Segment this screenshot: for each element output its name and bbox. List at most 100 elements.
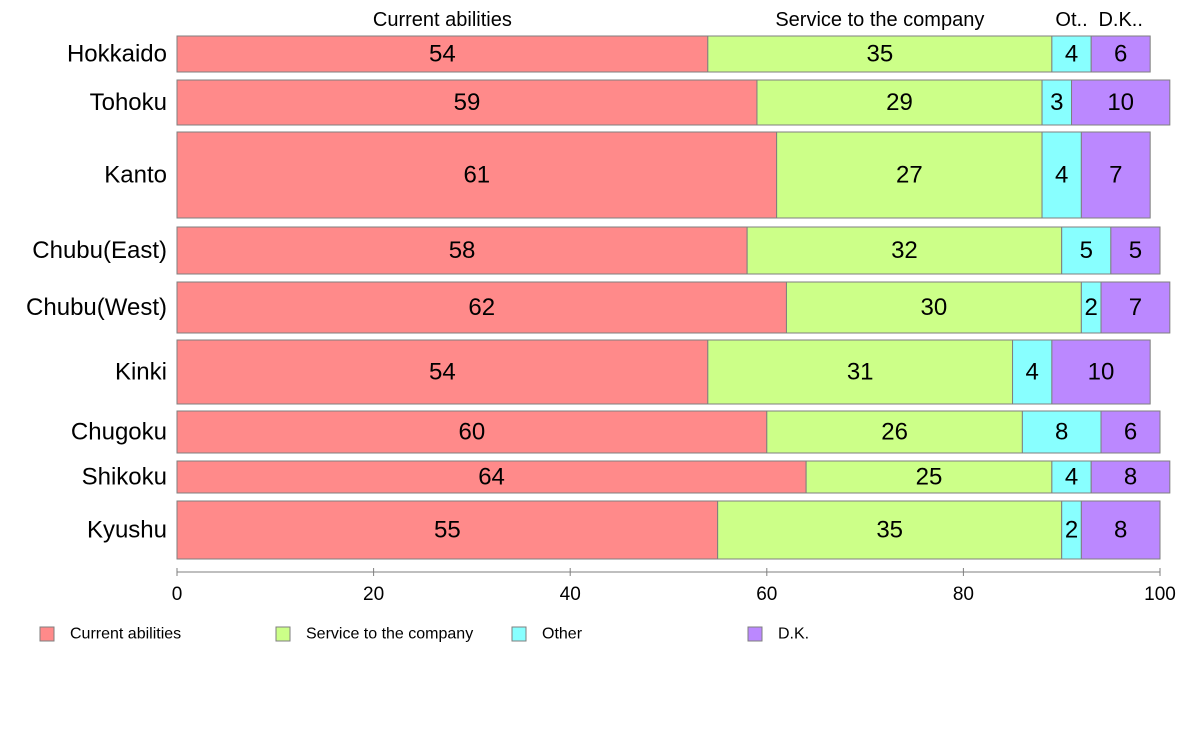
data-label: 29 [886,89,913,116]
bar-segment [785,281,1082,334]
bar-segment [176,79,758,126]
bar-segment [1071,79,1171,126]
data-label: 4 [1026,359,1039,386]
legend-item: D.K. [747,626,809,643]
x-tick-label: 100 [1144,584,1176,605]
data-label: 54 [429,359,456,386]
category-label: Chugoku [71,419,167,446]
legend-swatch [39,626,55,642]
bar-segment [1041,79,1073,126]
data-label: 2 [1065,517,1078,544]
bar-segment [1012,339,1053,405]
bar-segment [1100,281,1171,334]
bar-segment [176,35,709,73]
category-label: Kanto [104,162,167,189]
bar-segment [1110,226,1161,275]
data-label: 7 [1109,162,1122,189]
legend-item: Service to the company [275,626,473,643]
bar-segment [1051,35,1092,73]
data-label: 5 [1129,237,1142,264]
data-label: 4 [1065,41,1078,68]
legend: Current abilities Service to the company O… [39,626,809,643]
data-label: 61 [463,162,490,189]
bar-segment [805,460,1053,494]
bar-row: 55 35 2 8 [176,500,1161,560]
data-label: 8 [1114,517,1127,544]
bar-segment [176,281,787,334]
data-label: 64 [478,464,505,491]
bar-segment [1021,410,1102,454]
category-label: Kyushu [87,517,167,544]
data-label: 62 [468,294,495,321]
data-label: 7 [1129,294,1142,321]
bar-segment [776,131,1043,219]
bar-segment [717,500,1063,560]
category-labels: Hokkaido Tohoku Kanto Chubu(East) Chubu(West… [26,41,167,544]
category-label: Shikoku [82,464,167,491]
bar-row: 59 29 3 10 [176,79,1171,126]
x-axis: 0 20 40 60 80 100 [172,568,1176,605]
bar-row: 61 27 4 7 [176,131,1151,219]
legend-label: D.K. [778,626,809,643]
data-label: 6 [1124,419,1137,446]
category-label: Hokkaido [67,41,167,68]
bar-segment [1080,500,1161,560]
x-tick-label: 40 [560,584,581,605]
data-label: 5 [1080,237,1093,264]
data-label: 35 [866,41,893,68]
data-label: 8 [1055,419,1068,446]
column-header-label: Service to the company [775,9,984,31]
data-label: 54 [429,41,456,68]
data-label: 4 [1055,162,1068,189]
category-label: Tohoku [90,89,167,116]
legend-item: Current abilities [39,626,181,643]
data-label: 10 [1107,89,1134,116]
column-header-label: D.K.. [1098,9,1142,31]
bar-segment [176,226,748,275]
data-label: 58 [449,237,476,264]
data-label: 32 [891,237,918,264]
bar-segment [1080,131,1151,219]
data-label: 30 [921,294,948,321]
column-header-labels: Current abilities Service to the company O… [373,9,1143,31]
data-label: 59 [454,89,481,116]
legend-item: Other [511,626,583,643]
data-label: 25 [916,464,943,491]
bar-segment [176,410,768,454]
bar-segment [1090,460,1171,494]
data-label: 55 [434,517,461,544]
data-label: 8 [1124,464,1137,491]
data-label: 26 [881,419,908,446]
legend-label: Service to the company [306,626,473,643]
legend-label: Current abilities [70,626,181,643]
bar-row: 58 32 5 5 [176,226,1161,275]
legend-swatch [511,626,527,642]
bar-segment [707,35,1053,73]
bar-segment [746,226,1063,275]
x-tick-label: 80 [953,584,974,605]
bar-segment [176,131,778,219]
bar-segment [766,410,1023,454]
legend-label: Other [542,626,583,643]
bar-segment [1051,339,1151,405]
bar-segment [1090,35,1151,73]
data-label: 35 [876,517,903,544]
bar-segment [176,339,709,405]
data-label: 60 [459,419,486,446]
bar-segment [1100,410,1161,454]
category-label: Chubu(East) [32,237,167,264]
data-label: 4 [1065,464,1078,491]
bar-segment [756,79,1043,126]
category-label: Chubu(West) [26,294,167,321]
legend-swatch [747,626,763,642]
column-header-label: Current abilities [373,9,512,31]
bar-row: 64 25 4 8 [176,460,1171,494]
x-tick-label: 0 [172,584,183,605]
data-label: 31 [847,359,874,386]
data-label: 3 [1050,89,1063,116]
bar-row: 60 26 8 6 [176,410,1161,454]
bar-row: 54 35 4 6 [176,35,1151,73]
bar-segment [1051,460,1092,494]
legend-swatch [275,626,291,642]
